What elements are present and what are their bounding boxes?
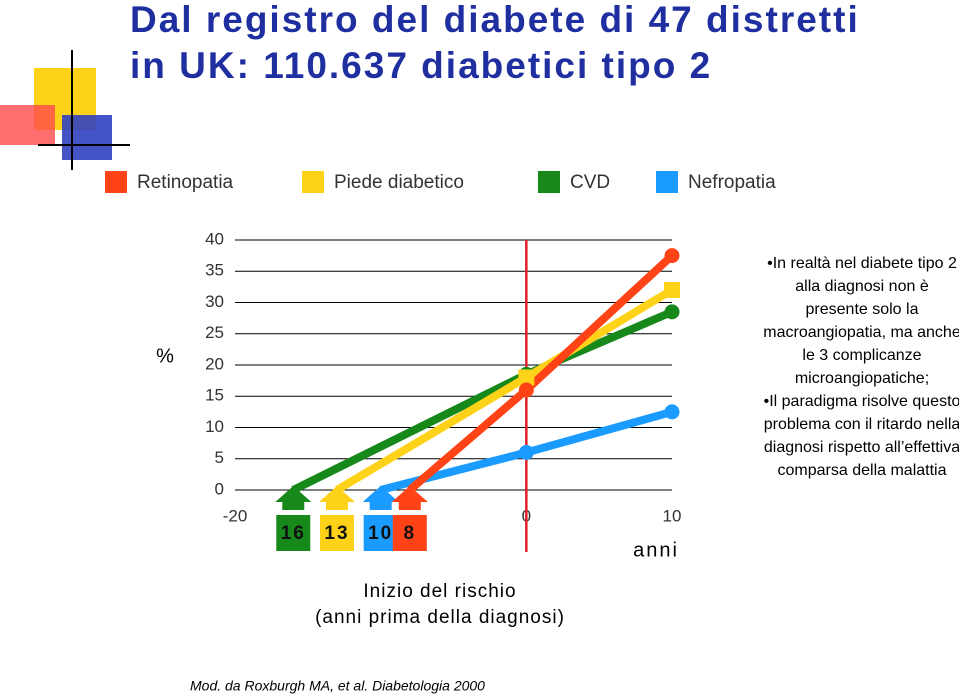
- onset-label: 16: [281, 523, 306, 544]
- y-tick-label: 25: [205, 323, 224, 342]
- deco: [62, 115, 112, 160]
- note: •In realtà nel diabete tipo 2 alla diagn…: [763, 255, 959, 387]
- notes: •In realtà nel diabete tipo 2 alla diagn…: [762, 252, 959, 482]
- onset-box: [276, 515, 311, 551]
- onset-label: 10: [368, 523, 393, 544]
- legend-label: Nefropatia: [688, 172, 776, 193]
- legend-label: CVD: [570, 172, 610, 193]
- series-line: [407, 252, 675, 494]
- title: Dal registro del diabete di 47 distretti: [130, 0, 860, 40]
- onset-box: [363, 515, 398, 551]
- onset-arrow: [391, 486, 428, 510]
- x-tick-label: -20: [223, 506, 248, 525]
- y-label: %: [156, 345, 174, 367]
- onset-arrow: [318, 486, 355, 510]
- legend-label: Retinopatia: [137, 172, 234, 193]
- point: [518, 382, 534, 398]
- legend-swatch: [105, 171, 127, 193]
- point: [518, 445, 534, 460]
- y-tick-label: 0: [215, 479, 224, 498]
- y-tick-label: 30: [205, 292, 224, 311]
- point: [664, 248, 680, 264]
- x-unit: anni: [633, 539, 679, 561]
- source: Mod. da Roxburgh MA, et al. Diabetologia…: [190, 678, 485, 694]
- y-tick-label: 10: [205, 417, 224, 436]
- title: in UK: 110.637 diabetici tipo 2: [130, 45, 712, 86]
- point: [664, 282, 680, 298]
- onset-arrow: [275, 486, 312, 510]
- point: [664, 304, 680, 320]
- deco: [0, 105, 55, 145]
- point: [518, 369, 535, 386]
- onset-box: [392, 515, 427, 551]
- y-tick-label: 20: [205, 354, 224, 373]
- legend-swatch: [538, 171, 560, 193]
- legend-swatch: [656, 171, 678, 193]
- onset-box: [319, 515, 354, 551]
- y-tick-label: 35: [205, 261, 224, 280]
- x-label: Inizio del rischio: [363, 581, 516, 602]
- x-label: (anni prima della diagnosi): [315, 607, 565, 628]
- y-tick-label: 5: [215, 448, 224, 467]
- legend-swatch: [302, 171, 324, 193]
- y-tick-label: 15: [205, 386, 224, 405]
- note: •Il paradigma risolve questo problema co…: [763, 393, 959, 479]
- x-tick-label: 10: [663, 506, 682, 525]
- point: [664, 404, 680, 420]
- onset-arrow: [362, 486, 399, 510]
- legend-label: Piede diabetico: [334, 172, 464, 193]
- onset-label: 13: [324, 523, 349, 544]
- onset-label: 8: [404, 523, 417, 544]
- y-tick-label: 40: [205, 229, 224, 248]
